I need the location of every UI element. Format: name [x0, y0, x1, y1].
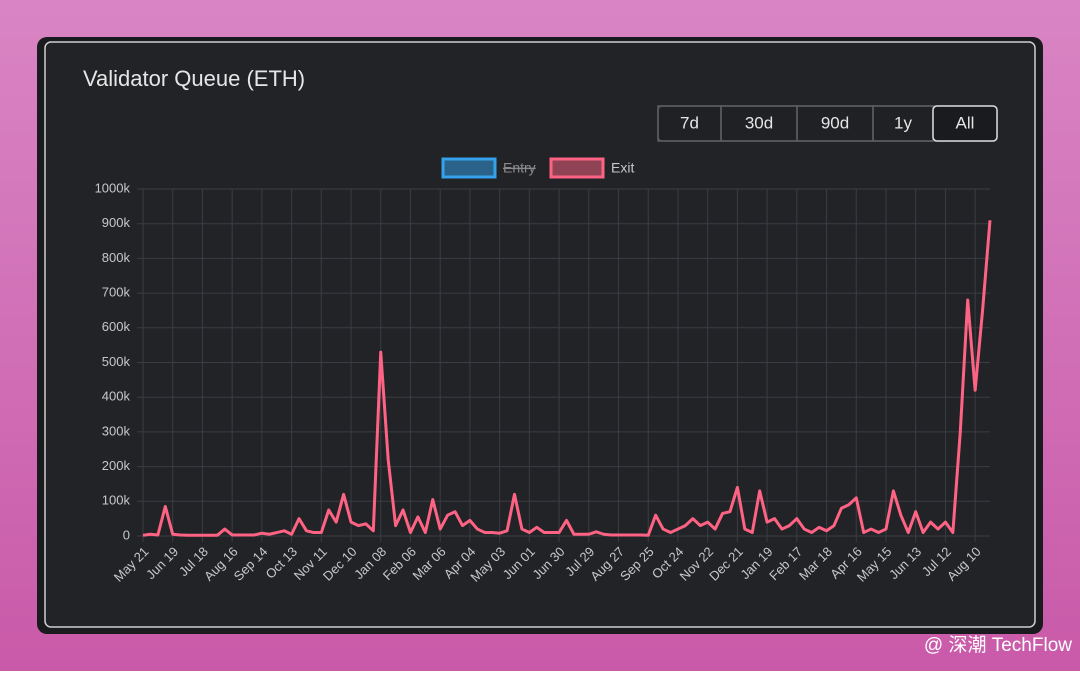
- card: [44, 41, 1036, 628]
- button-label[interactable]: 90d: [821, 113, 849, 132]
- legend-swatch[interactable]: [549, 157, 605, 179]
- y-tick-label: 0: [123, 527, 130, 542]
- series-line: [142, 220, 992, 537]
- button-label[interactable]: 1y: [894, 113, 912, 132]
- legend-label[interactable]: Exit: [611, 160, 634, 176]
- y-tick-label: 100k: [102, 493, 131, 508]
- legend-swatch[interactable]: [441, 157, 497, 179]
- button-label[interactable]: All: [956, 113, 975, 132]
- y-tick-label: 700k: [102, 285, 131, 300]
- y-tick-label: 400k: [102, 389, 131, 404]
- y-tick-label: 1000k: [95, 180, 131, 195]
- y-tick-label: 500k: [102, 354, 131, 369]
- button-label[interactable]: 30d: [745, 113, 773, 132]
- watermark: @ 深潮 TechFlow: [924, 634, 1072, 656]
- y-tick-label: 600k: [102, 319, 131, 334]
- button-active[interactable]: [932, 105, 998, 142]
- button-label[interactable]: 7d: [680, 113, 699, 132]
- chart-title: Validator Queue (ETH): [83, 66, 305, 91]
- legend-label[interactable]: Entry: [503, 160, 536, 176]
- y-tick-label: 800k: [102, 250, 131, 265]
- y-tick-label: 300k: [102, 423, 131, 438]
- y-tick-label: 200k: [102, 458, 131, 473]
- y-tick-label: 900k: [102, 215, 131, 230]
